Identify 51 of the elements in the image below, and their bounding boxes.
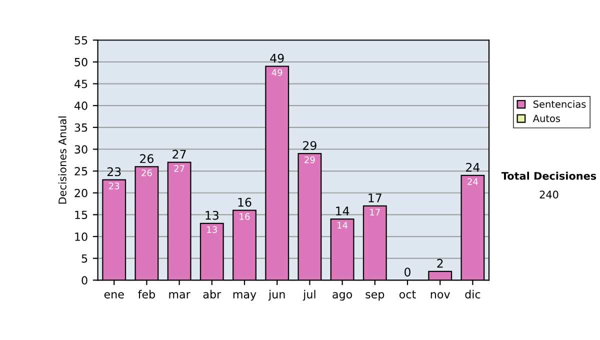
x-tick-label: oct [399,290,416,298]
x-tick-label: ago [332,292,352,301]
x-tick-label: feb [138,290,155,298]
y-tick-label: 25 [74,167,88,176]
y-tick-label: 20 [74,188,88,198]
x-tick-label: abr [203,290,222,298]
y-tick-label: 10 [75,232,88,241]
x-tick-label: mar [169,292,190,298]
data-label: 26 [142,169,152,176]
x-tick-label: jun [268,290,285,301]
x-tick-label: jul [302,290,316,301]
total-label: 23 [107,167,121,176]
total-label: 24 [466,162,480,172]
total-label: 27 [172,150,186,159]
data-label: 49 [272,69,282,76]
x-tick-label: may [233,292,256,301]
total-label: 14 [336,206,350,216]
total-label: 13 [206,210,218,220]
y-tick-label: 30 [74,145,88,154]
legend-label: Sentencias [534,100,586,108]
x-tick-label: sep [366,292,384,301]
total-label: 17 [368,194,382,202]
total-label: 2 [437,258,443,268]
y-axis-title: Decisiones Anual [58,116,66,204]
y-tick-label: 40 [74,102,88,110]
total-label: 26 [140,154,154,164]
total-label: 49 [270,54,284,63]
x-tick-label: ene [104,292,124,298]
data-label: 14 [338,222,348,229]
data-label: 27 [174,165,184,172]
y-tick-label: 55 [74,36,88,44]
y-tick-label: 50 [74,58,88,66]
data-label: 24 [468,178,478,185]
total-label: 29 [303,141,316,150]
text: Total Decisiones [501,172,596,180]
legend-label: Autos [532,114,560,122]
y-tick-label: 0 [82,276,88,285]
total-label: 0 [404,268,410,277]
data-label: 13 [207,226,217,234]
y-tick-label: 15 [75,210,88,220]
data-label: 16 [240,213,250,220]
x-tick-label: dic [465,290,480,298]
x-tick-label: nov [430,292,450,298]
y-tick-label: 35 [74,123,88,132]
data-label: 17 [370,208,380,216]
data-label: 29 [304,156,315,164]
data-label: 23 [109,182,120,190]
y-tick-label: 45 [74,80,88,88]
text: 240 [540,190,558,199]
total-label: 16 [238,198,252,207]
y-tick-label: 5 [82,254,88,263]
